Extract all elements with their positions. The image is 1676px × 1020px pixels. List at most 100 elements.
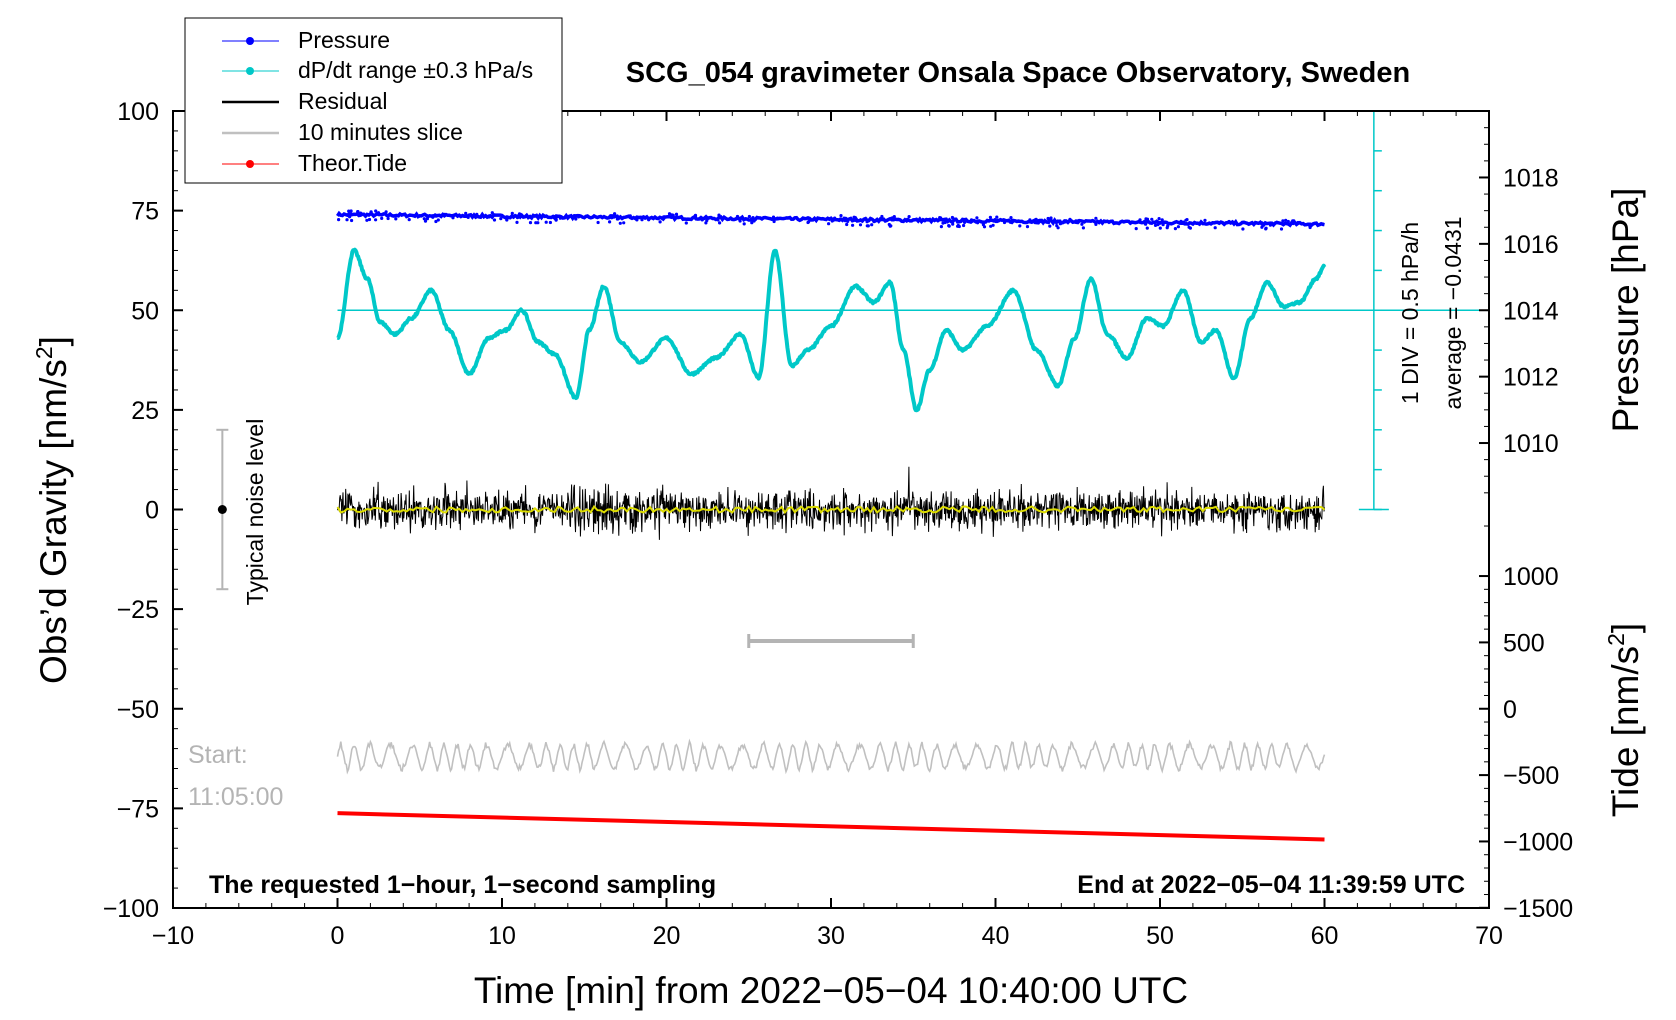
pressure-point [466,215,470,219]
pressure-point [738,219,742,223]
pressure-point [1002,220,1007,225]
pressure-point [1157,217,1161,221]
pressure-point [1173,227,1177,231]
pressure-point [1025,225,1030,229]
x-tick-label: 30 [817,922,845,950]
pressure-point [422,217,426,221]
pressure-point [492,218,497,222]
pressure-point [718,221,722,225]
tide-tick-label: 0 [1503,696,1517,724]
pressure-point [1166,224,1170,228]
pressure-point [938,216,942,220]
pressure-point [567,214,572,218]
pressure-point [1161,223,1165,227]
x-tick-label: 50 [1146,922,1174,950]
pressure-point [345,218,349,222]
dpdt-line [336,247,1327,413]
pressure-point [1058,219,1062,223]
average-label: average = −0.0431 [1440,216,1466,409]
pressure-point [670,213,674,217]
pressure-point [1188,226,1192,230]
pressure-point [359,211,363,215]
pressure-point [716,218,720,222]
pressure-point [1145,217,1150,221]
pressure-point [613,212,617,216]
pressure-point [1036,219,1040,223]
pressure-point [846,219,850,223]
pressure-point [618,221,622,225]
tide-series [337,811,1325,842]
pressure-point [1308,222,1312,226]
pressure-point [464,211,468,215]
pressure-point [517,212,522,216]
pressure-point [1268,223,1272,227]
pressure-point [1094,222,1098,226]
pressure-point [639,215,643,219]
pressure-point [610,216,614,220]
pressure-point [347,209,351,213]
pressure-point [1241,227,1245,231]
pressure-point [865,224,869,228]
pressure-point [554,217,558,221]
pressure-series [336,209,1325,231]
pressure-point [544,220,548,224]
slice-series [336,738,1326,775]
pressure-point [993,218,997,222]
pressure-point [608,220,612,224]
pressure-point [1028,218,1032,222]
pressure-point [394,217,398,221]
axes: −10 0 10 20 30 40 50 60 701007550250−25−50−75−10… [103,98,1574,950]
pressure-point [1033,218,1037,222]
legend-marker-tide [246,160,254,168]
pressure-point [1176,225,1180,229]
tide-tick-label: −500 [1503,762,1559,790]
pressure-line [336,210,1325,228]
y-axis-label-tide: Tide [nm/s2] [1603,623,1646,817]
pressure-point [751,216,755,220]
legend: Pressure dP/dt range ±0.3 hPa/s Residual… [184,17,563,184]
pressure-point [1046,221,1051,225]
pressure-point [350,218,354,223]
pressure-point [1074,219,1078,223]
pressure-point [1158,226,1162,230]
noise-center-dot [217,505,227,514]
pressure-point [1048,224,1052,228]
pressure-point [376,211,381,215]
pressure-point [1281,219,1285,223]
footer-right: End at 2022−05−04 11:39:59 UTC [1077,871,1465,899]
x-tick-label: 10 [488,922,516,950]
legend-label-slice: 10 minutes slice [298,119,463,145]
footer-left: The requested 1−hour, 1−second sampling [209,871,716,899]
pressure-point [356,210,360,214]
pressure-point [717,213,721,217]
pressure-point [1018,224,1022,228]
pressure-point [365,218,369,222]
div-label: 1 DIV = 0.5 hPa/h [1397,222,1423,404]
pressure-point [528,221,533,225]
pressure-point [1296,220,1300,225]
pressure-point [640,218,644,222]
pressure-point [436,218,440,222]
pressure-point [1070,219,1074,223]
pressure-point [845,222,849,227]
start-time: 11:05:00 [188,783,283,811]
pressure-point [536,221,540,225]
legend-label-residual: Residual [298,88,388,114]
pressure-point [1056,226,1060,230]
y-axis-label-left: Obs’d Gravity [nm/s2] [31,336,74,684]
pressure-point [451,216,455,220]
pressure-point [982,225,987,229]
pressure-tick-label: 1010 [1503,430,1559,458]
y-axis-label-pressure: Pressure [hPa] [1605,188,1646,433]
pressure-point [386,216,390,221]
pressure-point [842,218,846,222]
pressure-point [662,215,666,219]
pressure-point [1009,216,1013,220]
legend-label-dpdt: dP/dt range ±0.3 hPa/s [298,57,533,83]
pressure-point [1058,222,1062,226]
pressure-point [374,218,378,222]
pressure-point [941,221,945,225]
pressure-point [747,214,752,219]
pressure-tick-label: 1018 [1503,164,1559,192]
